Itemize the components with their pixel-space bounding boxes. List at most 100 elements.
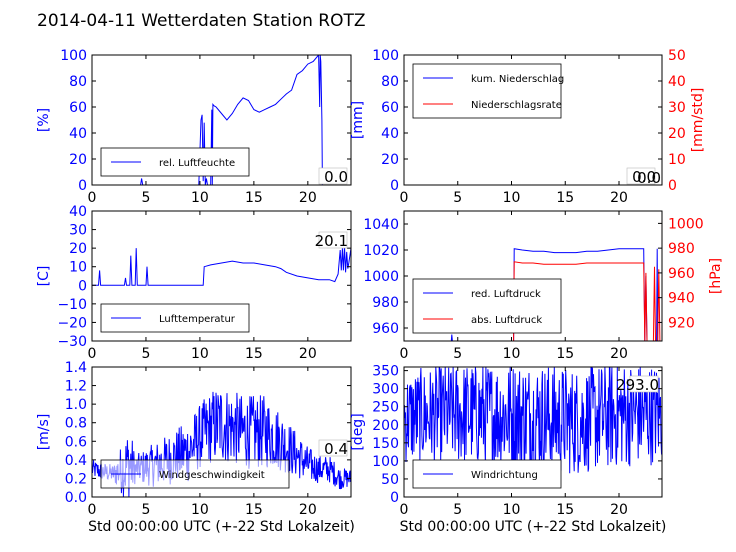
pressure-legend <box>412 278 562 334</box>
precip-legend-label-1: Niederschlagsrate <box>471 100 562 111</box>
precip-annotation-2: 0.0 <box>637 169 661 187</box>
temperature-series-0 <box>92 246 351 286</box>
temperature-xtick-label-0: 0 <box>88 346 97 362</box>
temperature-xtick-label-2: 10 <box>191 346 209 362</box>
wind_dir-series-0 <box>404 367 662 476</box>
wind_speed-xtick-label-1: 5 <box>141 502 150 518</box>
wind_dir-ytick-label-3: 150 <box>372 436 399 452</box>
precip-xtick-label-1: 5 <box>453 190 462 206</box>
wind_dir-ylabel: [deg] <box>350 413 366 450</box>
wind_speed-xtick-label-0: 0 <box>88 502 97 518</box>
pressure-ytick-label-0: 960 <box>372 321 399 337</box>
humidity-xtick-label-3: 15 <box>245 190 263 206</box>
temperature-ytick-label-6: 30 <box>69 223 87 239</box>
pressure-ytick-label-2: 1000 <box>363 269 399 285</box>
wind_dir-ytick-label-4: 200 <box>372 418 399 434</box>
wind_speed-ytick-label-0: 0.0 <box>65 490 87 506</box>
wind_speed-ytick-label-6: 1.2 <box>65 379 87 395</box>
wind_speed-legend-label-0: Windgeschwindigkeit <box>159 470 265 481</box>
wind_dir-ytick-label-6: 300 <box>372 382 399 398</box>
pressure-xtick-label-4: 20 <box>610 346 628 362</box>
wind_dir-ytick-label-1: 50 <box>381 472 399 488</box>
precip-ytick-right-label-3: 30 <box>668 100 686 116</box>
wind_speed-ytick-label-2: 0.4 <box>65 453 87 469</box>
pressure-ytick-label-3: 1020 <box>363 243 399 259</box>
humidity-xtick-label-1: 5 <box>141 190 150 206</box>
precip-annotation: 0.0 <box>632 168 656 186</box>
precip-annotation-box <box>626 167 656 185</box>
temperature-xtick-label-4: 20 <box>299 346 317 362</box>
pressure-legend-label-1: abs. Luftdruck <box>471 315 542 326</box>
humidity-frame <box>91 54 352 186</box>
pressure-xtick-label-0: 0 <box>400 346 409 362</box>
humidity-ytick-label-2: 40 <box>69 126 87 142</box>
humidity-ytick-label-4: 80 <box>69 74 87 90</box>
humidity-xtick-label-0: 0 <box>88 190 97 206</box>
wind_dir-ytick-label-5: 250 <box>372 400 399 416</box>
temperature-frame <box>91 210 352 342</box>
precip-ytick-right-label-5: 50 <box>668 48 686 64</box>
temperature-ytick-label-5: 20 <box>69 241 87 257</box>
wind_speed-annotation-box <box>318 439 348 457</box>
figure-title: 2014-04-11 Wetterdaten Station ROTZ <box>37 11 366 31</box>
temperature-xtick-label-3: 15 <box>245 346 263 362</box>
wind_dir-ytick-label-0: 0 <box>390 490 399 506</box>
humidity-ytick-label-5: 100 <box>60 48 87 64</box>
wind_dir-xtick-label-4: 20 <box>610 502 628 518</box>
wind_speed-xtick-label-2: 10 <box>191 502 209 518</box>
precip-ytick-label-2: 40 <box>381 126 399 142</box>
precip-ytick-label-5: 100 <box>372 48 399 64</box>
wind_dir-xtick-label-0: 0 <box>400 502 409 518</box>
precip-ytick-right-label-2: 20 <box>668 126 686 142</box>
temperature-xtick-label-1: 5 <box>141 346 150 362</box>
precip-ytick-label-0: 0 <box>390 178 399 194</box>
temperature-ylabel: [C] <box>36 266 52 287</box>
temperature-ytick-label-7: 40 <box>69 204 87 220</box>
temperature-ytick-label-1: −20 <box>57 315 87 331</box>
wind_dir-xtick-label-2: 10 <box>503 502 521 518</box>
precip-ytick-right-label-1: 10 <box>668 152 686 168</box>
pressure-ylabel: [hPa] <box>708 258 724 294</box>
wind_dir-annotation: 293.0 <box>616 376 659 394</box>
wind_dir-ytick-label-2: 100 <box>372 454 399 470</box>
wind_speed-xlabel: Std 00:00:00 UTC (+-22 Std Lokalzeit) <box>88 519 355 535</box>
humidity-annotation: 0.0 <box>324 168 348 186</box>
precip-ylabel: [mm] <box>350 101 366 139</box>
wind_dir-annotation-box <box>629 375 659 393</box>
precip-ytick-label-1: 20 <box>381 152 399 168</box>
precip-frame <box>403 54 663 186</box>
precip-xtick-label-4: 20 <box>610 190 628 206</box>
precip-xtick-label-0: 0 <box>400 190 409 206</box>
wind_speed-xtick-label-4: 20 <box>299 502 317 518</box>
humidity-ytick-label-0: 0 <box>78 178 87 194</box>
temperature-ytick-label-3: 0 <box>78 278 87 294</box>
humidity-ylabel: [%] <box>36 108 52 132</box>
humidity-ytick-label-1: 20 <box>69 152 87 168</box>
wind_dir-frame <box>403 366 663 498</box>
temperature-ytick-label-4: 10 <box>69 260 87 276</box>
wind_speed-ytick-label-5: 1.0 <box>65 397 87 413</box>
temperature-ytick-label-0: −30 <box>57 334 87 350</box>
pressure-ytick-label-1: 980 <box>372 295 399 311</box>
wind_speed-annotation: 0.4 <box>324 440 348 458</box>
wind_speed-frame <box>91 366 352 498</box>
pressure-ytick-right-label-4: 1000 <box>668 216 704 232</box>
temperature-annotation: 20.1 <box>315 232 348 250</box>
humidity-annotation-box <box>318 167 348 185</box>
wind_speed-ylabel: [m/s] <box>36 414 52 451</box>
wind_dir-xtick-label-3: 15 <box>556 502 574 518</box>
wind_speed-xtick-label-3: 15 <box>245 502 263 518</box>
wind_speed-ytick-label-3: 0.6 <box>65 434 87 450</box>
temperature-ytick-label-2: −10 <box>57 297 87 313</box>
humidity-xtick-label-4: 20 <box>299 190 317 206</box>
humidity-legend-label-0: rel. Luftfeuchte <box>159 158 235 169</box>
humidity-ytick-label-3: 60 <box>69 100 87 116</box>
pressure-xtick-label-2: 10 <box>503 346 521 362</box>
precip-ytick-label-3: 60 <box>381 100 399 116</box>
wind_dir-legend-label-0: Windrichtung <box>471 470 538 481</box>
precip-xtick-label-2: 10 <box>503 190 521 206</box>
pressure-ytick-right-label-2: 960 <box>668 266 695 282</box>
wind_speed-ytick-label-4: 0.8 <box>65 416 87 432</box>
precip-legend <box>412 63 562 119</box>
